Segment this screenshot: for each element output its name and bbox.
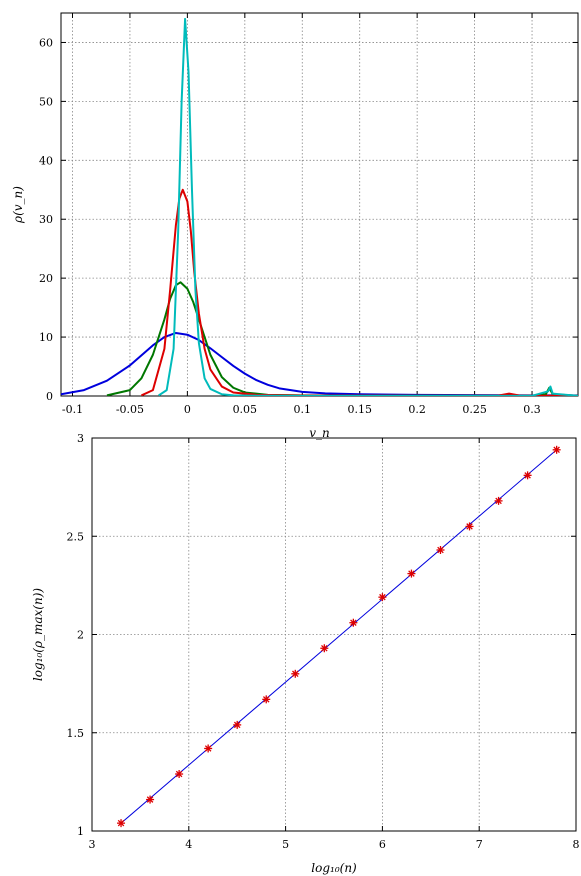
x-tick-label: 4 bbox=[185, 838, 192, 851]
y-tick-label: 0 bbox=[46, 390, 53, 403]
data-point bbox=[465, 522, 474, 531]
y-tick-label: 40 bbox=[39, 154, 53, 167]
x-tick-label: 0.15 bbox=[347, 403, 372, 416]
data-point bbox=[378, 593, 387, 602]
chart-1: -0.1 -0.05 0 0.05 0.1 0.15 0.2 0.25 0.3 0 10 20 30 40… bbox=[11, 12, 579, 440]
x-tick-label: 0.2 bbox=[408, 403, 426, 416]
plot-frame bbox=[91, 437, 577, 832]
x-tick-label: 0 bbox=[184, 403, 191, 416]
x-axis-label: v_n bbox=[309, 426, 330, 440]
y-tick-label: 2.5 bbox=[67, 530, 85, 543]
y-axis-label: ρ(v_n) bbox=[11, 186, 25, 224]
series-line-2 bbox=[106, 281, 578, 396]
data-point bbox=[349, 618, 358, 627]
data-point bbox=[117, 819, 126, 828]
data-point bbox=[494, 496, 503, 505]
x-tick-label: -0.05 bbox=[116, 403, 144, 416]
data-point bbox=[552, 445, 561, 454]
y-tick-label: 10 bbox=[39, 331, 53, 344]
data-point bbox=[146, 795, 155, 804]
data-point bbox=[523, 471, 532, 480]
y-tick-label: 50 bbox=[39, 95, 53, 108]
data-point bbox=[436, 546, 445, 555]
y-tick-label: 1 bbox=[77, 825, 84, 838]
plot-area bbox=[117, 445, 561, 828]
data-point bbox=[204, 744, 213, 753]
series-line-2 bbox=[120, 449, 557, 824]
x-tick-label: -0.1 bbox=[62, 403, 83, 416]
x-tick-label: 0.25 bbox=[462, 403, 487, 416]
x-tick-label: 0.3 bbox=[523, 403, 541, 416]
data-point bbox=[262, 695, 271, 704]
data-point bbox=[175, 770, 184, 779]
y-tick-label: 1.5 bbox=[67, 727, 85, 740]
series-line-1 bbox=[61, 331, 578, 396]
data-point bbox=[233, 720, 242, 729]
x-axis-label: log₁₀(n) bbox=[311, 861, 357, 875]
x-tick-label: 7 bbox=[476, 838, 483, 851]
x-tick-label: 6 bbox=[379, 838, 386, 851]
chart-2: 3 4 5 6 7 8 1 1.5 2 2.5 3 log₁₀(n) log₁₀(ρ_max(n)) bbox=[31, 432, 580, 875]
x-tick-label: 5 bbox=[282, 838, 289, 851]
y-tick-label: 2 bbox=[77, 629, 84, 642]
plot-area bbox=[61, 17, 578, 396]
plot-frame bbox=[60, 12, 579, 397]
x-tick-label: 0.1 bbox=[294, 403, 312, 416]
x-tick-label: 3 bbox=[89, 838, 96, 851]
y-tick-label: 3 bbox=[77, 432, 84, 445]
data-point bbox=[407, 569, 416, 578]
x-tick-label: 8 bbox=[573, 838, 580, 851]
data-point bbox=[320, 644, 329, 653]
y-axis-label: log₁₀(ρ_max(n)) bbox=[31, 588, 45, 681]
y-tick-label: 60 bbox=[39, 36, 53, 49]
x-tick-label: 0.05 bbox=[233, 403, 258, 416]
y-tick-label: 30 bbox=[39, 213, 53, 226]
series-line-4 bbox=[158, 17, 578, 396]
y-tick-label: 20 bbox=[39, 272, 53, 285]
data-point bbox=[291, 669, 300, 678]
